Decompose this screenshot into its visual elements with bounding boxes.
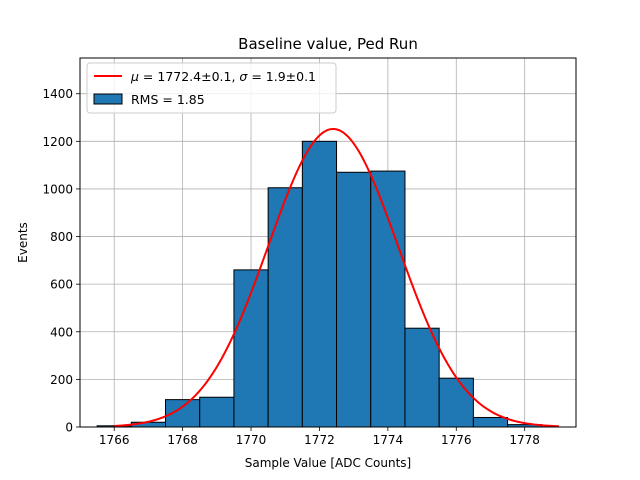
y-tick-label: 0 (65, 421, 73, 435)
x-axis-ticks: 1766 1768 1770 1772 1774 1776 1778 (99, 427, 540, 447)
x-tick-label: 1768 (167, 433, 198, 447)
plot-frame (79, 57, 577, 428)
histogram-bar (438, 377, 474, 428)
x-axis-label: Sample Value [ADC Counts] (245, 456, 411, 470)
legend-box (86, 62, 337, 114)
y-tick-label: 200 (50, 373, 73, 387)
legend-fit-label: μ = 1772.4±0.1, σ = 1.9±0.1 (130, 69, 316, 84)
y-axis-label: Events (16, 222, 30, 263)
legend-mu-text: = 1772.4±0.1, (139, 69, 239, 84)
legend-histogram-label: RMS = 1.85 (131, 92, 205, 107)
histogram-bar (472, 416, 509, 428)
y-tick-label: 1400 (42, 87, 73, 101)
histogram-bar (336, 171, 372, 428)
gaussian-fit-curve (114, 127, 559, 428)
x-tick-label: 1774 (373, 433, 404, 447)
histogram-bar (199, 396, 235, 428)
x-tick-label: 1770 (236, 433, 267, 447)
x-tick-label: 1776 (441, 433, 472, 447)
legend-mu-symbol: μ (130, 69, 139, 84)
y-tick-label: 1200 (42, 135, 73, 149)
legend-histogram-swatch (93, 93, 123, 105)
chart-title: Baseline value, Ped Run (238, 35, 418, 53)
x-tick-label: 1772 (304, 433, 335, 447)
y-tick-label: 800 (50, 230, 73, 244)
histogram-bars (96, 140, 543, 428)
y-axis-ticks: 0 200 400 600 800 1000 1200 1400 (42, 87, 80, 435)
legend: μ = 1772.4±0.1, σ = 1.9±0.1 RMS = 1.85 (86, 62, 337, 114)
x-tick-label: 1778 (509, 433, 540, 447)
legend-sigma-text: = 1.9±0.1 (247, 69, 316, 84)
y-tick-label: 400 (50, 325, 73, 339)
legend-sigma-symbol: σ (239, 69, 248, 84)
histogram-bar (301, 140, 338, 428)
x-tick-label: 1766 (99, 433, 130, 447)
y-tick-label: 1000 (42, 182, 73, 196)
histogram-bar (267, 187, 303, 428)
y-tick-label: 600 (50, 278, 73, 292)
histogram-bar (404, 327, 440, 428)
histogram-bar (370, 170, 406, 428)
